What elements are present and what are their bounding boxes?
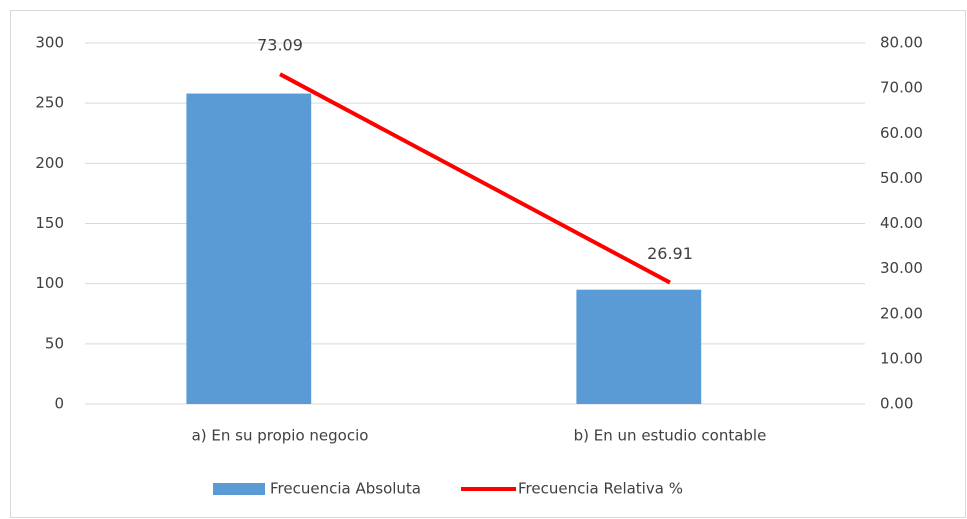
y-tick-label: 0 (54, 395, 64, 413)
y-tick-label: 200 (35, 154, 64, 172)
y2-tick-label: 50.00 (880, 169, 923, 187)
y2-tick-label: 80.00 (880, 34, 923, 52)
x-tick-label: a) En su propio negocio (192, 427, 369, 445)
chart-frame (10, 10, 966, 518)
data-label: 73.09 (257, 36, 303, 55)
y-tick-label: 150 (35, 214, 64, 232)
y-tick-label: 50 (45, 334, 64, 352)
y2-tick-label: 20.00 (880, 304, 923, 322)
y2-tick-label: 60.00 (880, 124, 923, 142)
line (279, 72, 671, 285)
y-tick-label: 300 (35, 34, 64, 52)
y2-tick-label: 70.00 (880, 79, 923, 97)
y2-tick-label: 30.00 (880, 259, 923, 277)
legend-label: Frecuencia Absoluta (270, 480, 421, 498)
y-tick-label: 100 (35, 274, 64, 292)
legend-label: Frecuencia Relativa % (518, 480, 683, 498)
data-label: 26.91 (647, 244, 693, 263)
y-tick-label: 250 (35, 94, 64, 112)
x-tick-label: b) En un estudio contable (574, 427, 767, 445)
y2-tick-label: 0.00 (880, 395, 913, 413)
legend-swatch (213, 483, 265, 495)
bar (186, 93, 312, 404)
y2-tick-label: 40.00 (880, 214, 923, 232)
y2-tick-label: 10.00 (880, 349, 923, 367)
bar (576, 289, 702, 404)
